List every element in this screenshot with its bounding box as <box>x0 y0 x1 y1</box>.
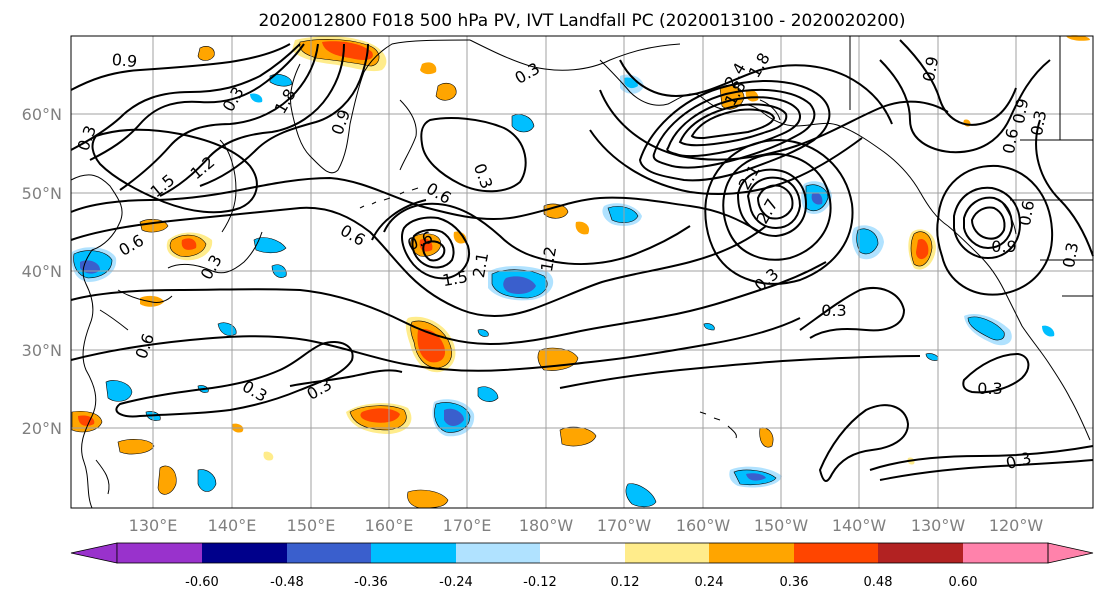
colorbar-tick-label: -0.12 <box>523 575 557 590</box>
longitude-labels: 130°E 140°E 150°E 160°E 170°E 180°W 170°… <box>129 516 1044 535</box>
contour-label: 0.3 <box>1027 109 1050 137</box>
lat-label: 60°N <box>22 105 62 124</box>
contour-label: 0.9 <box>991 237 1016 256</box>
colorbar-bin <box>117 543 202 563</box>
shaded-anomalies <box>71 35 1090 509</box>
lon-label: 150°W <box>754 516 809 535</box>
latitude-labels: 60°N 50°N 40°N 30°N 20°N <box>22 105 62 438</box>
pv-contours <box>70 39 1094 482</box>
colorbar-tick-label: 0.48 <box>864 575 893 590</box>
contour-label: 2.1 <box>469 251 492 279</box>
colorbar-extend-low <box>70 542 118 564</box>
colorbar-tick-label: -0.36 <box>354 575 388 590</box>
colorbar-tick-label: -0.24 <box>439 575 473 590</box>
colorbar-tick-label: -0.60 <box>185 575 219 590</box>
lon-label: 180°W <box>519 516 574 535</box>
contour-label: 1.5 <box>441 267 469 290</box>
lon-label: 120°W <box>989 516 1044 535</box>
colorbar-tick-label: 0.60 <box>949 575 978 590</box>
lat-label: 20°N <box>22 419 62 438</box>
negative-anomaly-regions <box>71 74 1055 508</box>
lat-label: 30°N <box>22 341 62 360</box>
contour-label: 1.2 <box>537 245 560 273</box>
colorbar-bin <box>625 543 709 563</box>
contour-label: 0.9 <box>111 50 138 71</box>
colorbar-bin <box>540 543 625 563</box>
lon-label: 160°W <box>676 516 731 535</box>
positive-anomaly-regions <box>71 35 1090 509</box>
colorbar-bin <box>287 543 371 563</box>
contour-label: 0.3 <box>1059 241 1082 269</box>
colorbar: -0.60 -0.48 -0.36 -0.24 -0.12 0.12 0.24 … <box>70 542 1094 590</box>
gridlines <box>71 36 1093 508</box>
colorbar-frame <box>116 542 1049 564</box>
lon-label: 140°W <box>832 516 887 535</box>
lon-label: 140°E <box>208 516 257 535</box>
colorbar-bin <box>794 543 878 563</box>
lon-label: 130°W <box>911 516 966 535</box>
colorbar-tick-label: 0.24 <box>695 575 724 590</box>
colorbar-bin <box>456 543 540 563</box>
coastlines <box>70 36 1093 509</box>
contour-label: 0.3 <box>977 379 1002 398</box>
map-panel: 0.9 1.8 0.3 0.9 1.5 1.2 0.3 0.3 0.6 0.6 … <box>70 35 1094 509</box>
map-title: 2020012800 F018 500 hPa PV, IVT Landfall… <box>258 11 905 31</box>
lon-label: 130°E <box>129 516 178 535</box>
colorbar-bin <box>202 543 287 563</box>
lon-label: 170°W <box>597 516 652 535</box>
contour-label: 0.9 <box>919 55 942 83</box>
contour-label: 0.9 <box>1009 97 1032 125</box>
colorbar-bin <box>371 543 456 563</box>
map-frame <box>70 35 1094 509</box>
colorbar-tick-label: 0.12 <box>611 575 640 590</box>
lat-label: 50°N <box>22 184 62 203</box>
colorbar-bin <box>709 543 794 563</box>
contour-label: 0.6 <box>1015 199 1038 227</box>
colorbar-tick-label: 0.36 <box>780 575 809 590</box>
lon-label: 160°E <box>365 516 414 535</box>
lon-label: 150°E <box>287 516 336 535</box>
colorbar-extend-high <box>1047 542 1094 564</box>
colorbar-tick-label: -0.48 <box>270 575 304 590</box>
lat-label: 40°N <box>22 262 62 281</box>
lon-label: 170°E <box>443 516 492 535</box>
contour-label: 0.6 <box>999 127 1022 155</box>
colorbar-bin <box>878 543 963 563</box>
colorbar-bin <box>963 543 1048 563</box>
contour-label: 0.3 <box>821 301 846 320</box>
